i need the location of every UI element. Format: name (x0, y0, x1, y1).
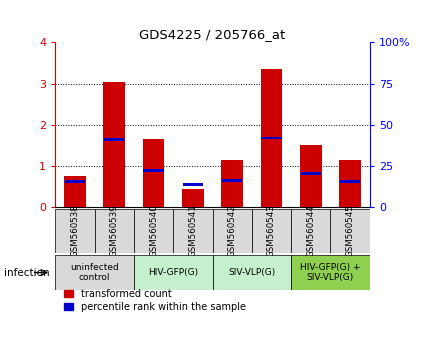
Bar (339, 160, 361, 207)
Text: HIV-GFP(G) +
SIV-VLP(G): HIV-GFP(G) + SIV-VLP(G) (300, 263, 361, 282)
Text: HIV-GFP(G): HIV-GFP(G) (148, 268, 198, 277)
Text: uninfected
control: uninfected control (70, 263, 119, 282)
Bar (300, 172, 321, 175)
Bar (134, 209, 173, 253)
Bar (183, 183, 203, 186)
Bar (65, 180, 85, 183)
Bar (221, 160, 243, 207)
Bar (134, 255, 212, 290)
Text: GSM560539: GSM560539 (110, 205, 119, 257)
Text: GSM560538: GSM560538 (71, 205, 79, 257)
Bar (94, 209, 134, 253)
Text: GSM560544: GSM560544 (306, 205, 315, 257)
Bar (143, 139, 164, 207)
Bar (182, 189, 204, 207)
Bar (340, 180, 360, 183)
Bar (252, 209, 291, 253)
Bar (300, 145, 322, 207)
Text: GSM560545: GSM560545 (346, 205, 354, 257)
Bar (212, 255, 291, 290)
Bar (103, 81, 125, 207)
Bar (104, 138, 125, 141)
Legend: transformed count, percentile rank within the sample: transformed count, percentile rank withi… (60, 285, 249, 315)
Bar (64, 176, 86, 207)
Text: SIV-VLP(G): SIV-VLP(G) (228, 268, 275, 277)
Bar (261, 69, 282, 207)
Bar (55, 255, 134, 290)
Text: GSM560540: GSM560540 (149, 205, 158, 257)
Text: GSM560543: GSM560543 (267, 205, 276, 257)
Bar (261, 137, 282, 139)
Bar (143, 170, 164, 172)
Text: GSM560541: GSM560541 (188, 205, 197, 257)
Title: GDS4225 / 205766_at: GDS4225 / 205766_at (139, 28, 286, 41)
Bar (291, 255, 370, 290)
Text: GSM560542: GSM560542 (228, 205, 237, 257)
Bar (222, 179, 242, 182)
Bar (291, 209, 331, 253)
Bar (55, 209, 94, 253)
Bar (173, 209, 212, 253)
Bar (212, 209, 252, 253)
Text: infection: infection (4, 268, 50, 278)
Bar (331, 209, 370, 253)
